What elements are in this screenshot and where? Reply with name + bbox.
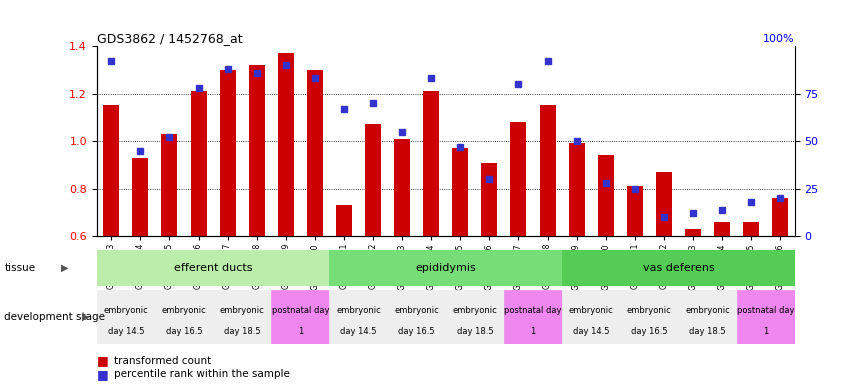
Text: embryonic: embryonic: [627, 306, 672, 315]
Text: day 14.5: day 14.5: [341, 327, 377, 336]
Text: day 18.5: day 18.5: [689, 327, 726, 336]
Text: embryonic: embryonic: [685, 306, 730, 315]
Text: day 14.5: day 14.5: [573, 327, 610, 336]
Bar: [772, 198, 788, 236]
Bar: [220, 70, 235, 236]
Text: 1: 1: [298, 327, 303, 336]
Text: day 16.5: day 16.5: [399, 327, 435, 336]
Text: 100%: 100%: [763, 34, 795, 44]
Bar: [278, 53, 294, 236]
Bar: [540, 106, 556, 236]
Text: development stage: development stage: [4, 312, 105, 322]
Text: embryonic: embryonic: [394, 306, 439, 315]
Text: vas deferens: vas deferens: [643, 263, 714, 273]
Text: embryonic: embryonic: [220, 306, 265, 315]
Text: postnatal day: postnatal day: [272, 306, 329, 315]
Bar: [598, 156, 614, 236]
Text: epididymis: epididymis: [415, 263, 476, 273]
Bar: [737, 290, 795, 344]
Text: tissue: tissue: [4, 263, 35, 273]
Text: transformed count: transformed count: [114, 356, 211, 366]
Bar: [481, 162, 497, 236]
Text: efferent ducts: efferent ducts: [174, 263, 252, 273]
Bar: [446, 290, 504, 344]
Bar: [132, 158, 148, 236]
Bar: [388, 290, 446, 344]
Text: day 14.5: day 14.5: [108, 327, 144, 336]
Bar: [569, 144, 584, 236]
Bar: [155, 290, 213, 344]
Bar: [423, 91, 439, 236]
Text: postnatal day: postnatal day: [505, 306, 562, 315]
Text: embryonic: embryonic: [452, 306, 497, 315]
Text: embryonic: embryonic: [336, 306, 381, 315]
Bar: [510, 122, 526, 236]
Text: GDS3862 / 1452768_at: GDS3862 / 1452768_at: [97, 32, 242, 45]
Bar: [249, 65, 265, 236]
Text: embryonic: embryonic: [103, 306, 148, 315]
Text: 1: 1: [531, 327, 536, 336]
Text: day 16.5: day 16.5: [166, 327, 203, 336]
Bar: [271, 290, 330, 344]
Bar: [103, 106, 119, 236]
Bar: [97, 290, 155, 344]
Bar: [562, 290, 621, 344]
Text: percentile rank within the sample: percentile rank within the sample: [114, 369, 289, 379]
Text: ■: ■: [97, 354, 108, 367]
Text: day 18.5: day 18.5: [224, 327, 261, 336]
Bar: [365, 124, 381, 236]
Bar: [656, 172, 672, 236]
Bar: [97, 250, 330, 286]
Bar: [307, 70, 323, 236]
Bar: [679, 290, 737, 344]
Text: ■: ■: [97, 368, 108, 381]
Bar: [743, 222, 759, 236]
Text: ▶: ▶: [82, 312, 90, 322]
Bar: [627, 186, 643, 236]
Bar: [504, 290, 562, 344]
Text: 1: 1: [763, 327, 769, 336]
Bar: [562, 250, 795, 286]
Text: ▶: ▶: [61, 263, 68, 273]
Bar: [213, 290, 271, 344]
Text: embryonic: embryonic: [161, 306, 206, 315]
Text: embryonic: embryonic: [569, 306, 614, 315]
Text: day 16.5: day 16.5: [631, 327, 668, 336]
Bar: [330, 250, 562, 286]
Bar: [336, 205, 352, 236]
Text: day 18.5: day 18.5: [457, 327, 493, 336]
Text: postnatal day: postnatal day: [737, 306, 795, 315]
Bar: [685, 229, 701, 236]
Bar: [330, 290, 388, 344]
Bar: [620, 290, 679, 344]
Bar: [452, 148, 468, 236]
Bar: [714, 222, 730, 236]
Bar: [191, 91, 207, 236]
Bar: [394, 139, 410, 236]
Bar: [161, 134, 177, 236]
